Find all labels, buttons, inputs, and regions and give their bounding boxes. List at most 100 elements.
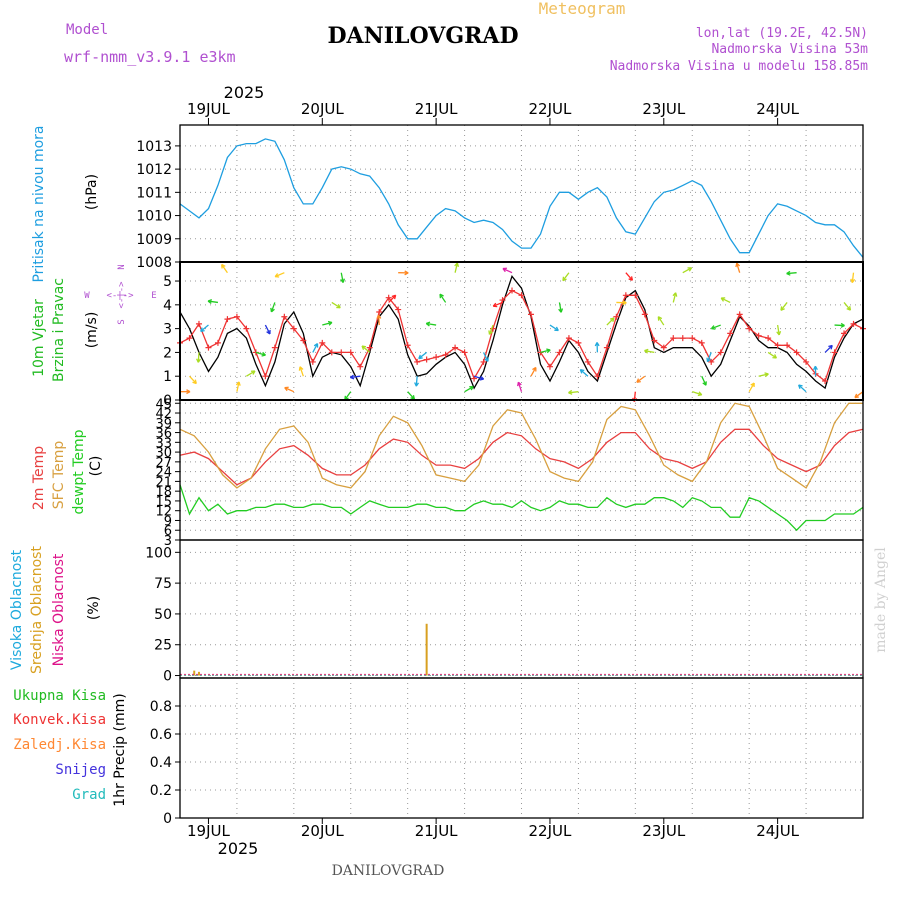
gust-marker <box>442 351 449 358</box>
wind-arrow <box>706 352 712 362</box>
y-tick-label: 36 <box>155 427 172 442</box>
gust-marker <box>679 335 686 342</box>
wind-arrow-head <box>502 267 507 273</box>
y-tick-label: 42 <box>155 407 172 422</box>
wind-arrow-head <box>702 381 707 386</box>
panel-frame <box>179 677 864 819</box>
wind-arrow-head <box>327 320 333 326</box>
gust-marker <box>575 339 582 346</box>
wind-arrow <box>530 367 537 377</box>
gust-marker <box>774 342 781 349</box>
wind-arrow-head <box>687 267 693 272</box>
model-elevation-label: Nadmorska Visina u modelu 158.85m <box>610 59 868 74</box>
wind-arrow-head <box>764 372 769 378</box>
wind-arrow <box>851 272 855 283</box>
wind-arrow-head <box>798 384 803 389</box>
y-tick-label: 15 <box>155 495 172 510</box>
gust-marker <box>651 337 658 344</box>
panel-0: 1008 1009 1010 1011 1012 1013 <box>136 124 864 271</box>
wind-arrow-head <box>517 381 522 387</box>
wind-arrow-head <box>562 276 567 282</box>
wind-arrow-head <box>720 297 726 302</box>
gust-marker <box>727 330 734 337</box>
wind-arrow <box>562 272 570 282</box>
series-pritisak-na-nivou-mora <box>179 138 864 258</box>
wind-arrow <box>834 324 845 327</box>
wind-arrow-head <box>266 329 271 335</box>
y-tick-label: 3 <box>163 322 172 338</box>
top-day-label: 19JUL <box>187 100 230 118</box>
gust-marker <box>452 344 459 351</box>
y-tick-label: 27 <box>155 456 172 471</box>
wind-title-1: 10m Vjetar <box>31 299 47 377</box>
y-tick-label: 100 <box>145 545 172 561</box>
wind-arrow-head <box>418 354 423 360</box>
y-tick-label: 1 <box>163 369 172 385</box>
y-tick-label: 21 <box>155 475 172 490</box>
gust-marker <box>233 313 240 320</box>
wind-arrow <box>636 375 646 383</box>
gust-marker <box>338 349 345 356</box>
wind-arrow <box>736 262 741 273</box>
gust-marker <box>480 358 487 365</box>
gust-marker <box>546 363 553 370</box>
bottom-day-label: 24JUL <box>756 822 799 840</box>
pressure-title: Pritisak na nivou mora <box>31 125 47 282</box>
wind-arrow-head <box>192 379 197 385</box>
header: Model wrf-nmm_v3.9.1 e3km Meteogram DANI… <box>64 0 868 74</box>
wind-arrow-head <box>250 370 256 375</box>
wind-arrow <box>780 302 788 311</box>
y-tick-label: 1009 <box>136 232 172 248</box>
gust-marker <box>224 316 231 323</box>
compass-arrows-h: <-|-> <box>106 291 134 301</box>
y-tick-label: 0 <box>163 393 172 409</box>
gust-marker <box>195 320 202 327</box>
wind-arrow-head <box>186 389 191 395</box>
panel-1: 0 1 2 3 4 5 <box>163 261 866 409</box>
wind-arrow <box>207 300 219 304</box>
elevation-label: Nadmorska Visina 53m <box>711 42 868 57</box>
y-tick-label: 6 <box>164 524 172 539</box>
y-tick-label: 33 <box>155 436 172 451</box>
cloud-side-labels: Visoka Oblacnost Srednja Oblacnost Niska… <box>9 546 102 674</box>
wind-arrow <box>767 351 777 359</box>
gust-marker <box>366 344 373 351</box>
wind-arrow-head <box>846 306 852 311</box>
wind-arrow-head <box>840 322 845 328</box>
y-tick-label: 0.6 <box>150 727 172 743</box>
wind-arrow-head <box>200 327 205 332</box>
wind-arrow-head <box>706 357 711 363</box>
gust-marker <box>594 373 601 380</box>
gust-marker <box>271 344 278 351</box>
wind-arrow-head <box>340 278 346 283</box>
wind-arrow <box>189 375 197 384</box>
wind-arrow-head <box>812 365 818 371</box>
wind-arrow <box>388 294 397 303</box>
wind-arrow <box>517 381 523 392</box>
cloud-mid-label: Srednja Oblacnost <box>29 546 45 674</box>
wind-arrow-head <box>710 325 716 330</box>
wind-arrow <box>415 376 418 387</box>
wind-arrow <box>776 324 780 336</box>
top-day-label: 23JUL <box>642 100 685 118</box>
gust-marker <box>214 339 221 346</box>
wind-arrow <box>482 352 489 362</box>
wind-arrow-head <box>644 348 649 354</box>
gust-marker <box>186 335 193 342</box>
wind-arrow <box>284 387 295 393</box>
bottom-day-label: 21JUL <box>415 822 458 840</box>
gust-marker <box>433 354 440 361</box>
wind-arrow-head <box>488 330 493 335</box>
precip-side-labels: Ukupna Kisa Konvek.Kisa Zaledj.Kisa Snij… <box>13 688 128 807</box>
wind-arrow-head <box>828 344 833 350</box>
y-tick-label: 30 <box>155 446 172 461</box>
wind-arrow <box>625 272 633 281</box>
wind-arrow <box>270 302 276 313</box>
top-day-label: 20JUL <box>301 100 344 118</box>
wind-arrow <box>672 292 677 303</box>
wind-arrow <box>798 384 807 393</box>
wind-arrow-head <box>469 386 474 391</box>
series-dewpt-temp <box>179 484 864 532</box>
